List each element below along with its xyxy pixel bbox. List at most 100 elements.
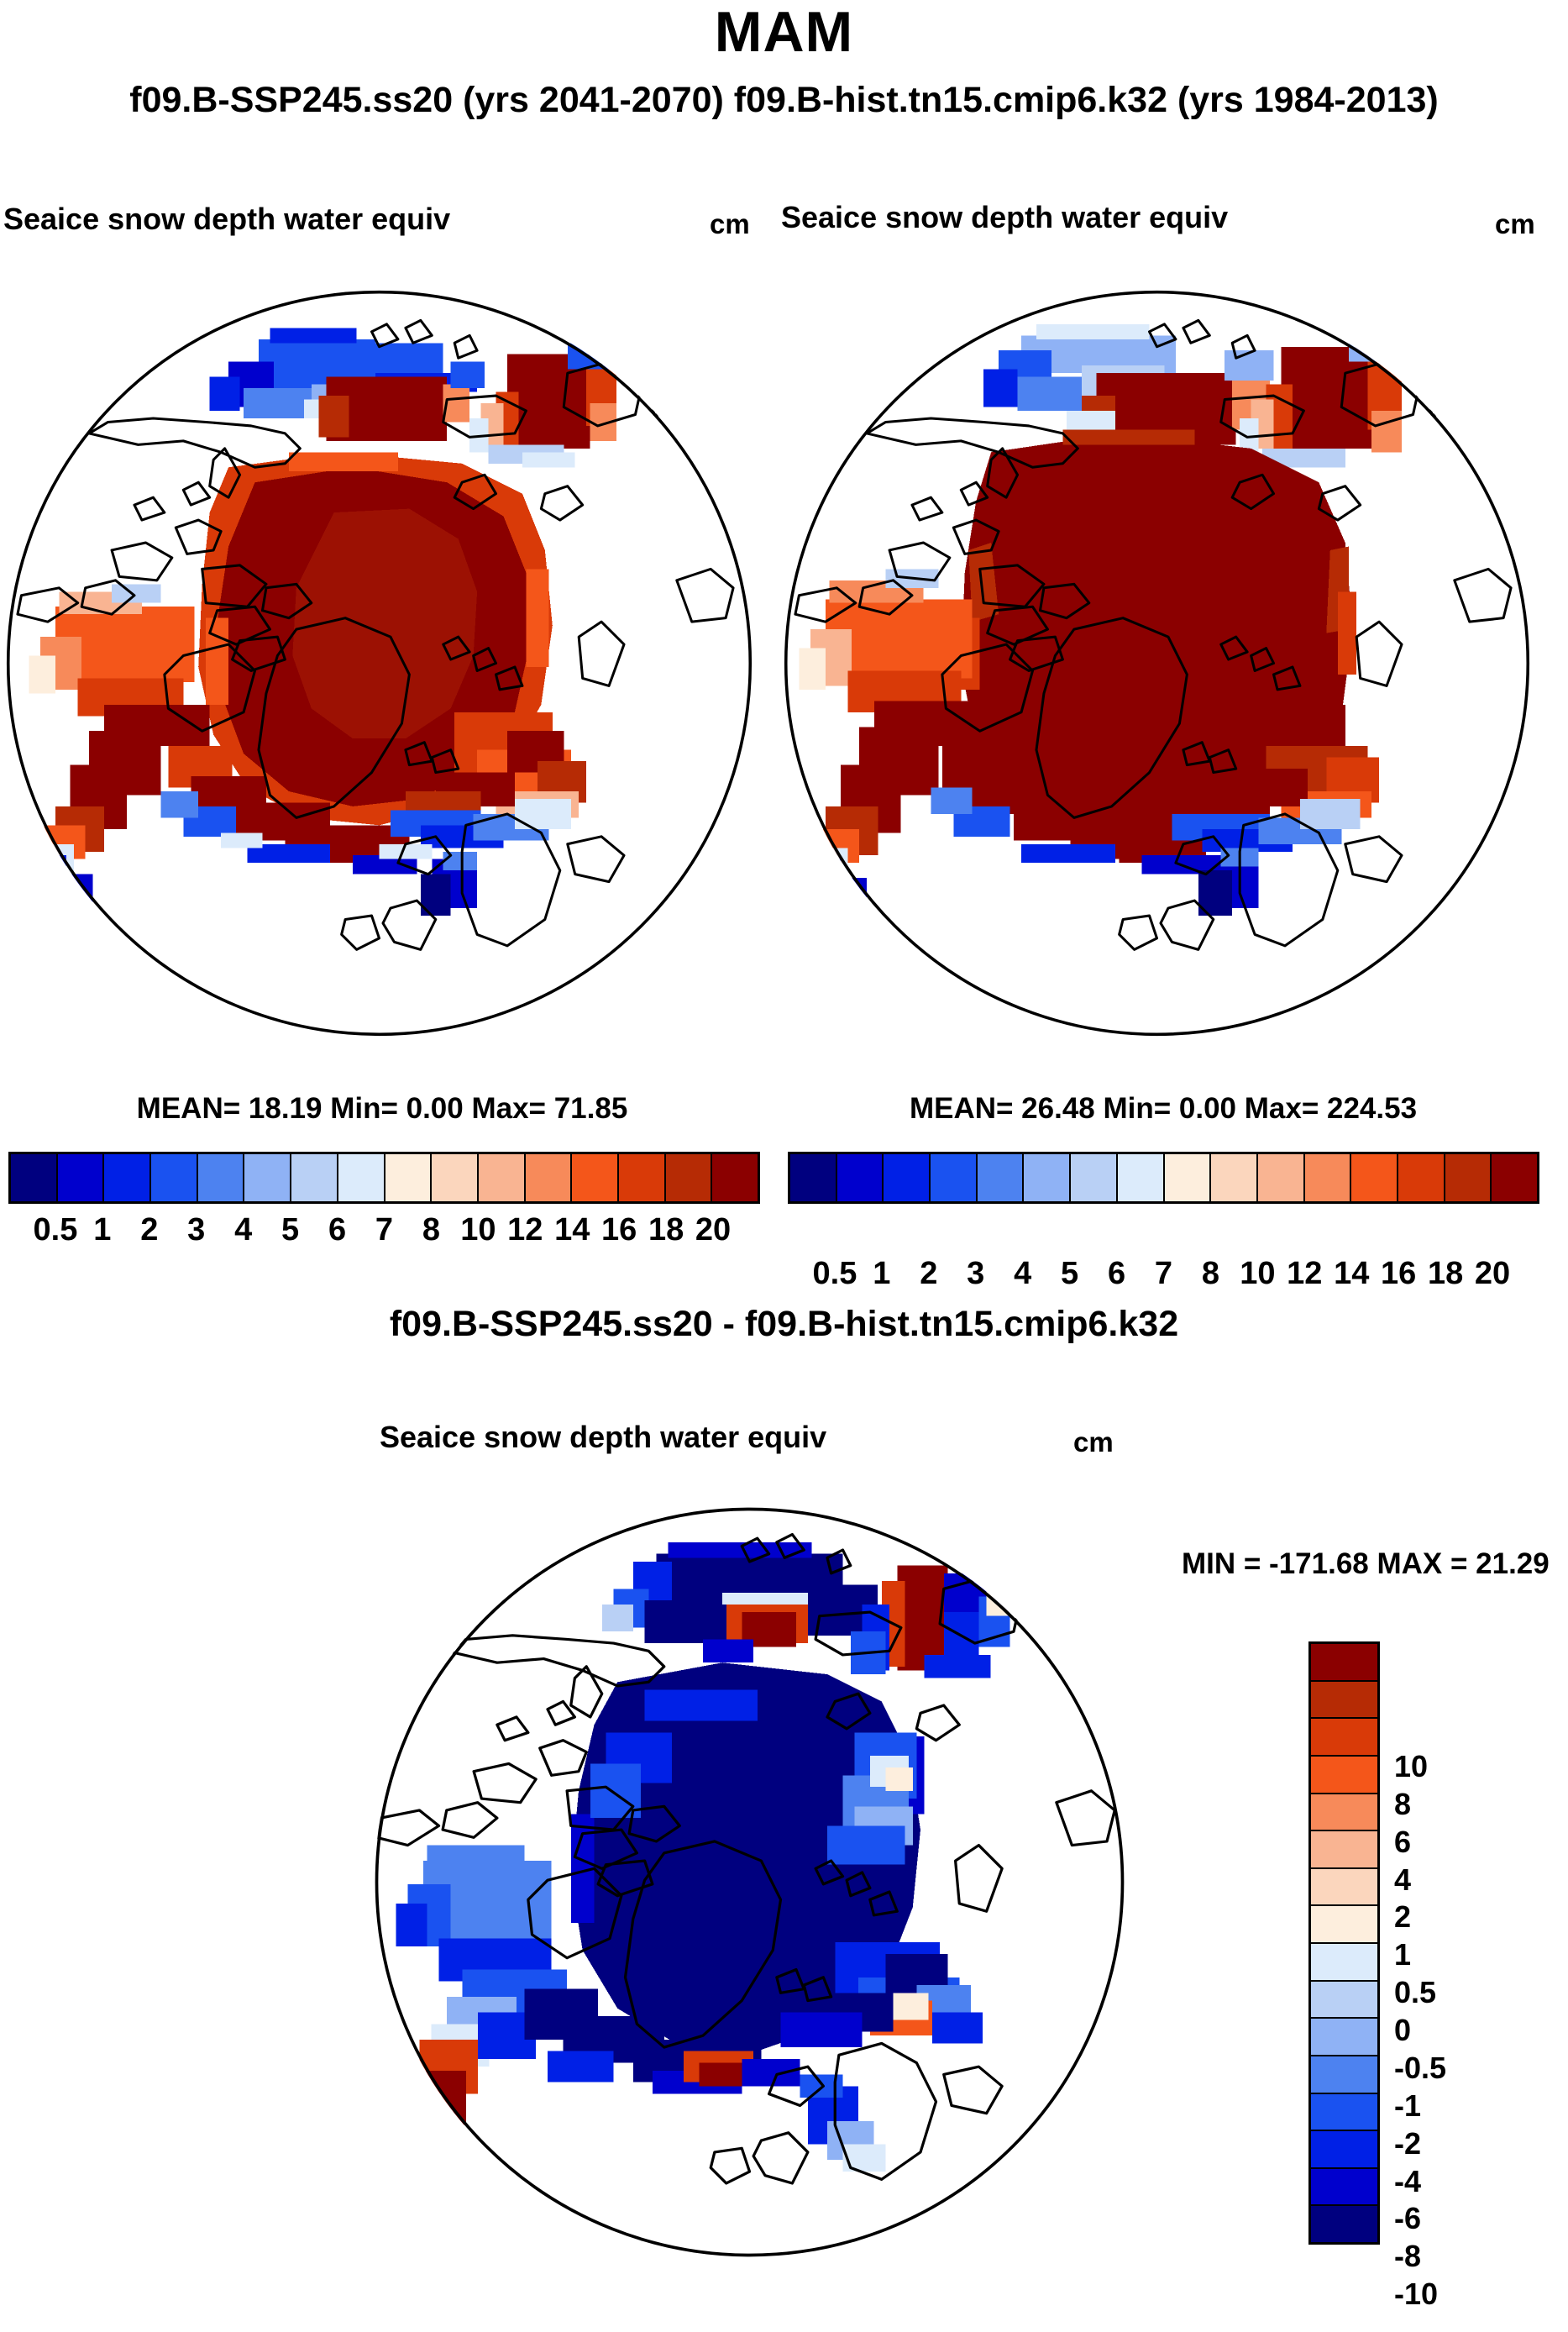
colorbar-tick-5: 5	[281, 1212, 300, 1247]
colorbar-swatch-10	[1257, 1154, 1305, 1201]
colorbar-tick-4: 4	[234, 1212, 253, 1247]
colorbar-tick-8: 8	[1201, 1256, 1220, 1291]
diff-colorbar-tick-2: 6	[1394, 1824, 1412, 1859]
diff-colorbar-swatch-5	[1311, 1831, 1377, 1869]
colorbar-swatch-5	[1024, 1154, 1072, 1201]
colorbar-swatch-1	[836, 1154, 884, 1201]
colorbar-swatch-0	[790, 1154, 837, 1201]
diff-colorbar-swatch-14	[1311, 2168, 1377, 2207]
colorbar-swatch-9	[432, 1154, 479, 1201]
colorbar-tick-11: 14	[1334, 1256, 1370, 1291]
difference-units-label: cm	[1073, 1426, 1114, 1458]
diff-colorbar-swatch-9	[1311, 1981, 1377, 2019]
colorbar-swatch-3	[151, 1154, 198, 1201]
colorbar-swatch-15	[712, 1154, 758, 1201]
colorbar-tick-6: 6	[1107, 1256, 1126, 1291]
colorbar-swatch-2	[884, 1154, 931, 1201]
difference-panel-title: f09.B-SSP245.ss20 - f09.B-hist.tn15.cmip…	[389, 1304, 1179, 1344]
left-panel-units-label: cm	[710, 208, 750, 239]
colorbar-tick-14: 20	[1474, 1256, 1511, 1291]
colorbar-swatch-8	[1164, 1154, 1212, 1201]
colorbar-tick-0: 0.5	[812, 1256, 857, 1291]
colorbar-swatch-8	[385, 1154, 433, 1201]
colorbar-tick-9: 10	[1240, 1256, 1276, 1291]
colorbar-tick-1: 1	[873, 1256, 891, 1291]
colorbar-tick-12: 16	[1381, 1256, 1417, 1291]
colorbar-swatch-12	[572, 1154, 619, 1201]
colorbar-tick-2: 2	[920, 1256, 938, 1291]
right-colorbar[interactable]	[788, 1152, 1539, 1204]
colorbar-swatch-15	[1492, 1154, 1537, 1201]
diff-colorbar-swatch-7	[1311, 1906, 1377, 1944]
diff-colorbar-tick-1: 8	[1394, 1786, 1412, 1821]
difference-colorbar-labels: 10 8 6 4 2 1 0.5 0 -0.5 -1 -2 -4 -6 -8 -10	[1394, 1729, 1545, 2332]
colorbar-tick-10: 12	[1287, 1256, 1323, 1291]
colorbar-swatch-12	[1351, 1154, 1398, 1201]
colorbar-swatch-4	[977, 1154, 1025, 1201]
diff-colorbar-tick-6: 0.5	[1394, 1975, 1437, 2010]
diff-colorbar-tick-4: 2	[1394, 1899, 1412, 1935]
diff-colorbar-swatch-1	[1311, 1681, 1377, 1720]
diff-colorbar-swatch-8	[1311, 1944, 1377, 1982]
colorbar-swatch-13	[1398, 1154, 1445, 1201]
diff-colorbar-tick-7: 0	[1394, 2013, 1412, 2047]
diff-colorbar-tick-10: -2	[1394, 2125, 1422, 2161]
left-map-svg	[6, 290, 753, 1037]
diff-colorbar-tick-5: 1	[1394, 1937, 1412, 1972]
colorbar-swatch-7	[1117, 1154, 1165, 1201]
colorbar-swatch-14	[665, 1154, 713, 1201]
colorbar-tick-13: 18	[648, 1212, 684, 1247]
diff-colorbar-swatch-3	[1311, 1756, 1377, 1794]
diff-colorbar-swatch-15	[1311, 2206, 1377, 2242]
colorbar-tick-6: 6	[328, 1212, 347, 1247]
right-panel-variable-label: Seaice snow depth water equiv	[781, 200, 1229, 234]
colorbar-swatch-14	[1445, 1154, 1492, 1201]
colorbar-swatch-11	[1304, 1154, 1352, 1201]
colorbar-tick-1: 1	[93, 1212, 112, 1247]
figure-subtitle: f09.B-SSP245.ss20 (yrs 2041-2070) f09.B-…	[129, 80, 1439, 120]
diff-colorbar-swatch-6	[1311, 1868, 1377, 1907]
diff-colorbar-swatch-11	[1311, 2056, 1377, 2094]
figure-main-title: MAM	[714, 0, 854, 64]
colorbar-swatch-13	[618, 1154, 666, 1201]
colorbar-swatch-1	[57, 1154, 105, 1201]
diff-colorbar-swatch-2	[1311, 1719, 1377, 1757]
diff-colorbar-swatch-4	[1311, 1794, 1377, 1832]
difference-colorbar[interactable]	[1308, 1641, 1380, 2245]
diff-colorbar-tick-3: 4	[1394, 1862, 1412, 1897]
colorbar-swatch-6	[1071, 1154, 1118, 1201]
diff-colorbar-swatch-13	[1311, 2131, 1377, 2169]
colorbar-swatch-3	[931, 1154, 978, 1201]
colorbar-tick-3: 3	[967, 1256, 985, 1291]
diff-colorbar-tick-8: -0.5	[1394, 2050, 1447, 2085]
colorbar-tick-0: 0.5	[33, 1212, 78, 1247]
difference-map-plot[interactable]	[361, 1503, 1138, 2261]
colorbar-swatch-9	[1211, 1154, 1258, 1201]
diff-colorbar-tick-13: -8	[1394, 2239, 1422, 2274]
diff-colorbar-tick-14: -10	[1394, 2277, 1439, 2312]
colorbar-swatch-4	[197, 1154, 245, 1201]
right-map-svg	[784, 290, 1530, 1037]
diff-colorbar-swatch-10	[1311, 2019, 1377, 2056]
diff-colorbar-tick-0: 10	[1394, 1748, 1429, 1783]
left-colorbar[interactable]	[8, 1152, 760, 1204]
right-panel-units-label: cm	[1495, 208, 1535, 239]
diff-colorbar-swatch-12	[1311, 2093, 1377, 2132]
colorbar-swatch-5	[244, 1154, 292, 1201]
colorbar-swatch-2	[104, 1154, 152, 1201]
colorbar-tick-14: 20	[695, 1212, 732, 1247]
colorbar-tick-9: 10	[460, 1212, 496, 1247]
left-colorbar-labels: 0.5 1 2 3 4 5 6 7 8 10 12 14 16 18 20	[8, 1212, 760, 1256]
colorbar-swatch-6	[291, 1154, 338, 1201]
difference-minmax-text: MIN = -171.68 MAX = 21.29	[1182, 1547, 1550, 1580]
left-map-plot[interactable]	[3, 286, 756, 1040]
right-panel-stats: MEAN= 26.48 Min= 0.00 Max= 224.53	[909, 1092, 1418, 1125]
diff-colorbar-swatch-0	[1311, 1644, 1377, 1682]
colorbar-tick-7: 7	[375, 1212, 394, 1247]
colorbar-swatch-7	[338, 1154, 385, 1201]
colorbar-tick-5: 5	[1061, 1256, 1079, 1291]
colorbar-tick-3: 3	[187, 1212, 206, 1247]
colorbar-tick-7: 7	[1154, 1256, 1173, 1291]
right-colorbar-labels: 0.5 1 2 3 4 5 6 7 8 10 12 14 16 18 20	[788, 1256, 1539, 1300]
right-map-plot[interactable]	[780, 286, 1534, 1040]
